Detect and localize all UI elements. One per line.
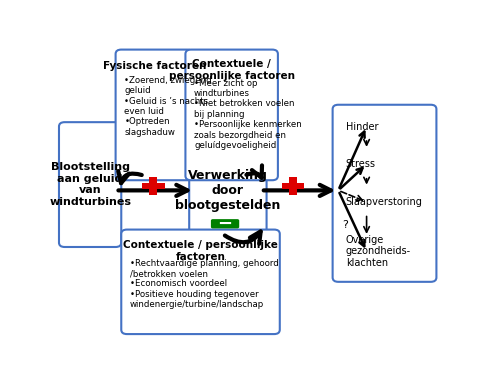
Text: •Meer zicht op
windturbines
•Niet betrokken voelen
bij planning
•Persoonlijke ke: •Meer zicht op windturbines •Niet betrok… (194, 79, 302, 150)
FancyBboxPatch shape (115, 50, 193, 180)
Text: Verwerking
door
blootgestelden: Verwerking door blootgestelden (175, 169, 281, 212)
Text: −: − (218, 215, 233, 233)
Text: •Rechtvaardige planning, gehoord
/betrokken voelen
•Economisch voordeel
•Positie: •Rechtvaardige planning, gehoord /betrok… (130, 259, 279, 309)
FancyArrowPatch shape (340, 168, 362, 188)
Text: Overige
gezondheids-
klachten: Overige gezondheids- klachten (346, 235, 411, 268)
Text: •Zoerend, zwiegend
geluid
•Geluid is ’s nachts
even luid
•Optreden
slagshaduw: •Zoerend, zwiegend geluid •Geluid is ’s … (124, 76, 212, 137)
FancyBboxPatch shape (150, 177, 157, 195)
FancyArrowPatch shape (339, 193, 364, 246)
Text: ?: ? (342, 220, 348, 230)
FancyBboxPatch shape (333, 105, 436, 282)
FancyArrowPatch shape (225, 231, 261, 244)
FancyBboxPatch shape (142, 183, 165, 189)
FancyArrowPatch shape (246, 166, 262, 178)
FancyBboxPatch shape (186, 50, 278, 180)
Text: Contextuele /
persoonlijke factoren: Contextuele / persoonlijke factoren (169, 59, 295, 81)
FancyArrowPatch shape (118, 171, 142, 183)
Text: Fysische factoren: Fysische factoren (103, 61, 206, 71)
Text: Contextuele / persoonlijke
factoren: Contextuele / persoonlijke factoren (123, 240, 278, 262)
FancyArrowPatch shape (341, 192, 362, 201)
FancyBboxPatch shape (281, 183, 304, 189)
FancyBboxPatch shape (289, 177, 297, 195)
FancyBboxPatch shape (211, 219, 239, 228)
Text: Hinder: Hinder (346, 121, 378, 132)
FancyBboxPatch shape (59, 122, 121, 247)
FancyBboxPatch shape (189, 146, 266, 235)
Text: Slaapverstoring: Slaapverstoring (346, 197, 423, 207)
Text: Blootstelling
aan geluid
van
windturbines: Blootstelling aan geluid van windturbine… (49, 162, 131, 207)
Text: Stress: Stress (346, 159, 376, 169)
FancyArrowPatch shape (339, 132, 365, 188)
FancyBboxPatch shape (121, 230, 280, 334)
